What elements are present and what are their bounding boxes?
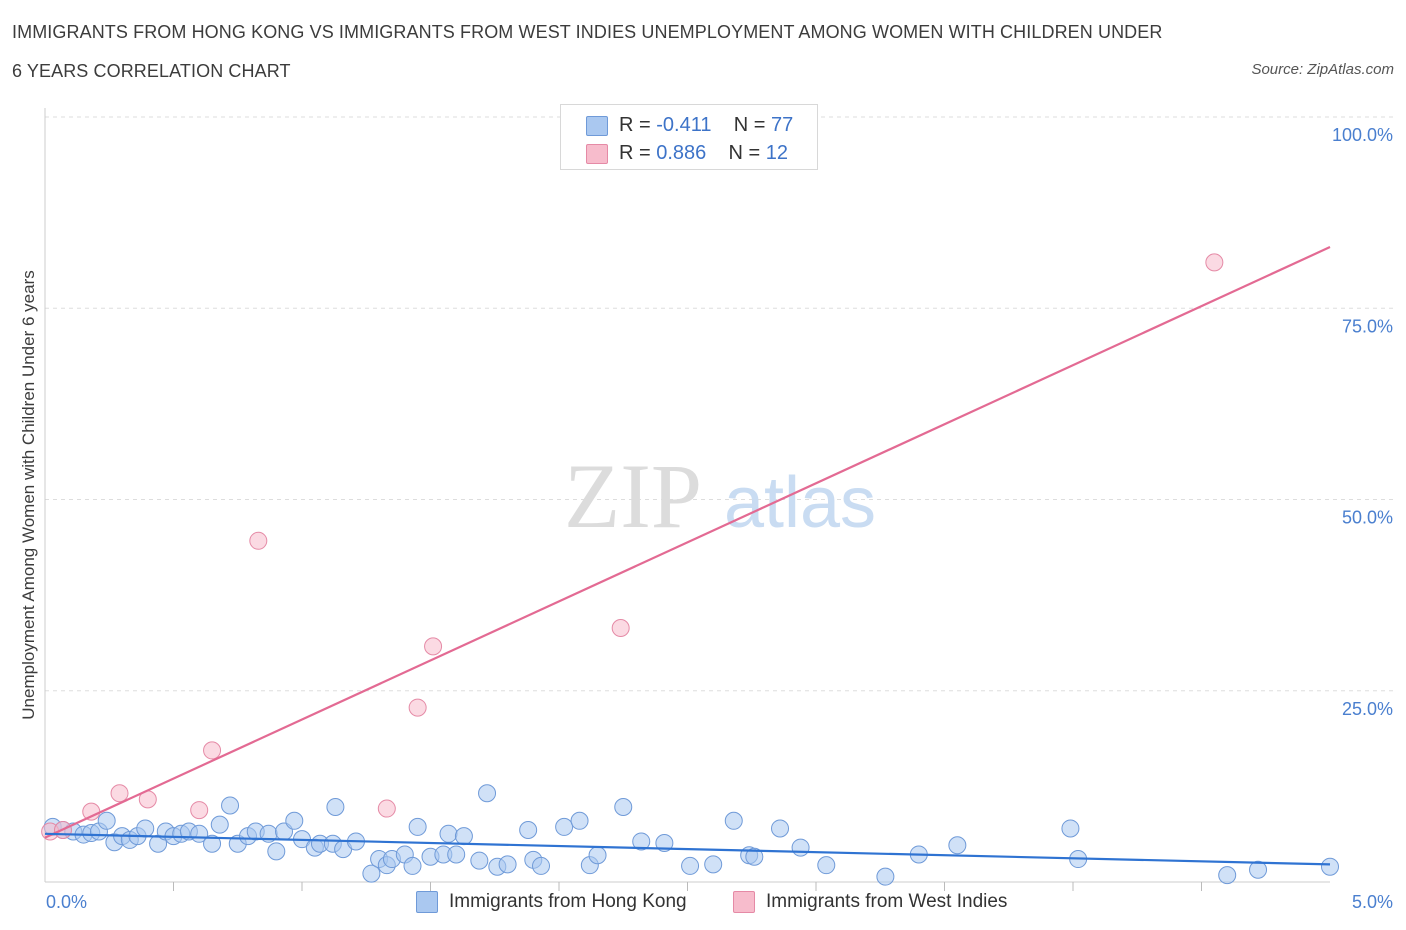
trend-lines [44,246,1331,866]
y-axis-label: Unemployment Among Women with Children U… [19,270,38,719]
west-indies-point [377,799,396,818]
west-indies-point [611,619,630,638]
hong-kong-point [408,817,427,836]
source-label: Source: ZipAtlas.com [1251,61,1394,78]
y-tick-label-25: 25.0% [1342,699,1393,719]
n-label: N = [728,142,766,164]
y-tick-label-50: 50.0% [1342,508,1393,528]
hong-kong-point [439,824,458,843]
hong-kong-point [745,847,764,866]
hong-kong-point [285,811,304,830]
west-indies-point [110,784,129,803]
chart-title-line-2: 6 YEARS CORRELATION CHART [12,61,291,81]
hong-kong-point [478,784,497,803]
hong-kong-point [403,856,422,875]
correlation-legend: R = -0.411 N = 77 R = 0.886 N = 12 [560,104,818,170]
r-value-hong-kong: -0.411 [656,114,712,136]
watermark-atlas: atlas [724,463,876,543]
west-indies-point [190,801,209,820]
series-west-indies-points [41,253,1224,841]
west-indies-point [424,637,443,656]
hong-kong-point [632,832,651,851]
r-value-west-indies: 0.886 [656,142,707,164]
hong-kong-point [724,811,743,830]
hong-kong-trend-line [44,832,1331,866]
hong-kong-point [614,798,633,817]
x-tick-label-max: 5.0% [1352,892,1393,912]
hong-kong-point [1249,860,1268,879]
hong-kong-point [97,811,116,830]
y-tick-label-75: 75.0% [1342,316,1393,336]
grid-lines [45,116,1393,692]
x-tick-label-min: 0.0% [46,892,87,912]
n-label: N = [733,114,771,136]
legend-text-hong-kong: R = -0.411 N = 77 [619,114,793,137]
hong-kong-point [1321,857,1339,876]
bottom-legend-swatch-west-indies [733,891,755,913]
hong-kong-point [655,833,674,852]
chart-title-line-1: IMMIGRANTS FROM HONG KONG VS IMMIGRANTS … [12,22,1163,42]
west-indies-point [249,531,268,550]
x-tick-marks [173,882,1202,891]
hong-kong-point [876,867,895,886]
hong-kong-point [948,836,967,855]
hong-kong-point [681,856,700,875]
bottom-legend-label-hong-kong: Immigrants from Hong Kong [449,891,687,912]
n-value-west-indies: 12 [765,142,789,164]
hong-kong-point [447,845,466,864]
hong-kong-point [704,855,723,874]
west-indies-trend-line [44,246,1331,839]
hong-kong-point [203,834,222,853]
hong-kong-point [519,820,538,839]
west-indies-point [203,741,222,760]
n-value-hong-kong: 77 [770,114,794,136]
west-indies-point [408,698,427,717]
y-tick-label-100: 100.0% [1332,125,1393,145]
r-label: R = [619,114,657,136]
bottom-legend-swatch-hong-kong [416,891,438,913]
series-hong-kong-points [43,784,1339,886]
r-label: R = [619,142,657,164]
legend-swatch-hong-kong [586,116,608,136]
hong-kong-point [454,827,473,846]
hong-kong-point [498,855,517,874]
legend-swatch-west-indies [586,144,608,164]
hong-kong-point [791,838,810,857]
hong-kong-point [470,851,489,870]
hong-kong-point [136,819,155,838]
y-tick-labels: 25.0% 50.0% 75.0% 100.0% [1332,125,1393,719]
hong-kong-point [555,817,574,836]
hong-kong-point [817,856,836,875]
west-indies-point [1205,253,1224,272]
hong-kong-point [532,856,551,875]
legend-text-west-indies: R = 0.886 N = 12 [619,142,788,165]
watermark-zip: ZIP [564,445,702,547]
bottom-legend-label-west-indies: Immigrants from West Indies [766,891,1008,912]
hong-kong-point [362,864,381,883]
hong-kong-point [1061,819,1080,838]
hong-kong-point [588,846,607,865]
hong-kong-point [221,796,240,815]
hong-kong-point [210,815,229,834]
hong-kong-point [771,819,790,838]
hong-kong-point [570,811,589,830]
hong-kong-point [1218,866,1237,885]
hong-kong-point [267,842,286,861]
hong-kong-point [326,798,345,817]
